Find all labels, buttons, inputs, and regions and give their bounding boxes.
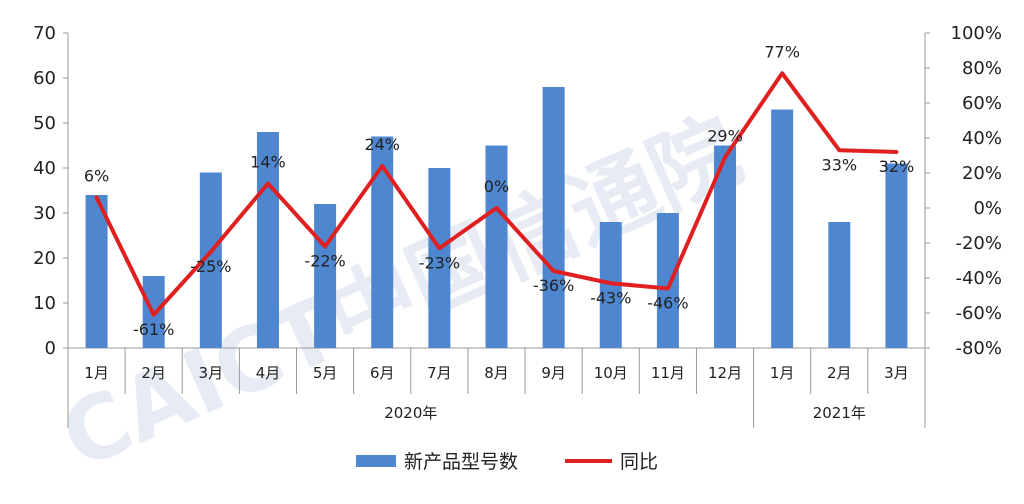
- category-label: 1月: [770, 364, 795, 382]
- legend-bar-label: 新产品型号数: [404, 451, 518, 473]
- bar-12: [714, 145, 737, 348]
- category-label: 7月: [427, 364, 452, 382]
- left-tick-label: 20: [33, 248, 56, 269]
- right-tick-label: -60%: [955, 303, 1002, 324]
- right-tick-label: 60%: [962, 93, 1002, 114]
- left-tick-label: 10: [33, 293, 56, 314]
- line-data-label: -46%: [647, 294, 688, 313]
- right-tick-label: 100%: [951, 23, 1002, 44]
- right-tick-label: 80%: [962, 58, 1002, 79]
- legend-bar-swatch: [356, 455, 396, 467]
- category-label: 11月: [651, 364, 685, 382]
- left-tick-label: 60: [33, 68, 56, 89]
- category-label: 1月: [84, 364, 109, 382]
- line-data-label: 29%: [707, 126, 743, 145]
- left-tick-label: 70: [33, 23, 56, 44]
- bar-8: [485, 145, 508, 348]
- bar-9: [542, 87, 565, 348]
- line-data-label: 14%: [250, 153, 286, 172]
- line-data-label: 0%: [484, 177, 509, 196]
- bar-7: [428, 168, 451, 348]
- right-tick-label: 40%: [962, 128, 1002, 149]
- bar-1: [85, 195, 108, 348]
- line-data-label: 32%: [879, 157, 915, 176]
- left-tick-label: 40: [33, 158, 56, 179]
- line-data-label: -61%: [133, 320, 174, 339]
- line-data-label: -25%: [190, 257, 231, 276]
- line-data-label: 33%: [822, 155, 858, 174]
- bar-3: [199, 172, 222, 348]
- category-label: 6月: [370, 364, 395, 382]
- line-data-label: -23%: [419, 253, 460, 272]
- category-label: 9月: [541, 364, 566, 382]
- right-tick-label: 20%: [962, 163, 1002, 184]
- category-label: 8月: [484, 364, 509, 382]
- bar-5: [314, 204, 337, 348]
- bar-6: [371, 136, 394, 348]
- bar-4: [256, 132, 279, 348]
- right-tick-label: -40%: [955, 268, 1002, 289]
- line-data-label: -43%: [590, 288, 631, 307]
- yoy-line: [94, 71, 899, 317]
- year-label: 2020年: [384, 404, 437, 422]
- bar-13: [771, 109, 794, 348]
- line-data-label: -36%: [533, 276, 574, 295]
- line-data-label: 6%: [84, 167, 109, 186]
- category-label: 3月: [884, 364, 909, 382]
- year-label: 2021年: [813, 404, 866, 422]
- category-label: 10月: [594, 364, 628, 382]
- category-label: 5月: [313, 364, 338, 382]
- category-label: 2月: [141, 364, 166, 382]
- left-tick-label: 30: [33, 203, 56, 224]
- bar-15: [885, 163, 908, 348]
- line-data-label: 77%: [764, 42, 800, 61]
- bar-11: [656, 213, 679, 348]
- line-data-label: 24%: [364, 135, 400, 154]
- category-label: 12月: [708, 364, 742, 382]
- right-tick-label: -80%: [955, 338, 1002, 359]
- category-label: 2月: [827, 364, 852, 382]
- line-data-label: -22%: [304, 252, 345, 271]
- bar-14: [828, 222, 851, 348]
- category-label: 4月: [256, 364, 281, 382]
- right-tick-label: -20%: [955, 233, 1002, 254]
- left-tick-label: 0: [45, 338, 56, 359]
- right-tick-label: 0%: [973, 198, 1002, 219]
- legend-line-label: 同比: [620, 451, 658, 473]
- left-tick-label: 50: [33, 113, 56, 134]
- category-label: 3月: [199, 364, 224, 382]
